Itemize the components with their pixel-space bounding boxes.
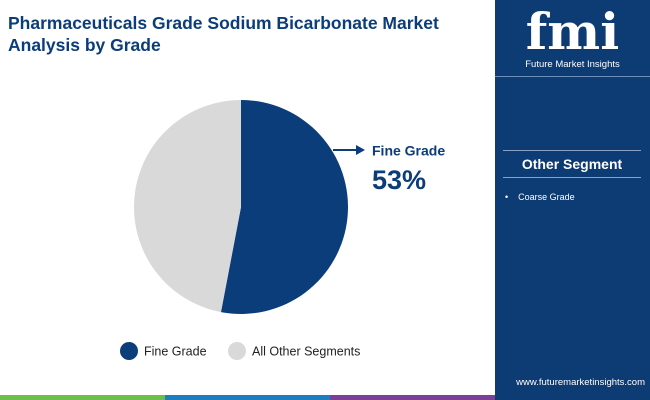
strip bbox=[495, 395, 650, 400]
legend-label: Fine Grade bbox=[144, 344, 207, 358]
strip bbox=[0, 395, 165, 400]
legend-label: All Other Segments bbox=[252, 344, 360, 358]
legend-swatch bbox=[228, 342, 246, 360]
divider bbox=[495, 76, 650, 77]
chart-title: Pharmaceuticals Grade Sodium Bicarbonate… bbox=[8, 13, 439, 55]
sidebar-heading: Other Segment bbox=[503, 150, 641, 178]
footer-url: www.futuremarketinsights.com bbox=[516, 377, 645, 388]
logo: fmi bbox=[525, 2, 620, 61]
pie-slice bbox=[133, 100, 241, 313]
legend-swatch bbox=[120, 342, 138, 360]
callout-arrowhead bbox=[356, 145, 365, 155]
sidebar: fmi Future Market Insights Other Segment… bbox=[495, 0, 650, 395]
pie-slice bbox=[220, 100, 348, 314]
logo-name: Future Market Insights bbox=[525, 59, 620, 70]
value-label: 53% bbox=[372, 165, 426, 195]
sidebar-item: Coarse Grade bbox=[505, 192, 575, 202]
sidebar-list: Coarse Grade bbox=[505, 192, 575, 202]
strip bbox=[165, 395, 330, 400]
callout-label: Fine Grade bbox=[372, 143, 445, 159]
strip bbox=[330, 395, 495, 400]
